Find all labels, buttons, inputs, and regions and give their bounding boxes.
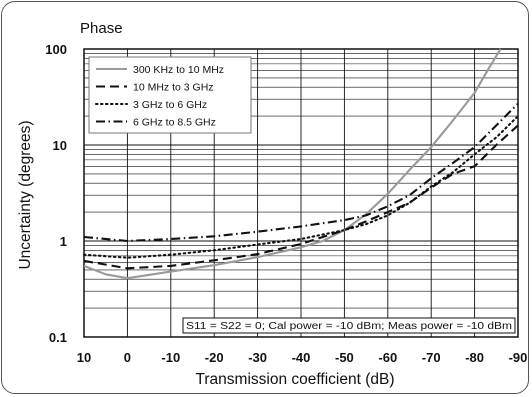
y-tick-label: 100 xyxy=(45,42,67,57)
series-line xyxy=(83,102,519,243)
y-tick-label: 0.1 xyxy=(49,330,67,345)
x-tick-label: -60 xyxy=(378,350,397,365)
y-axis-title: Uncertainty (degrees) xyxy=(17,120,34,269)
legend-label: 10 MHz to 3 GHz xyxy=(133,82,214,94)
x-tick-label: 10 xyxy=(77,350,91,365)
y-tick-label: 10 xyxy=(53,138,67,153)
x-tick-label: 0 xyxy=(124,350,131,365)
legend-label: 3 GHz to 6 GHz xyxy=(133,99,207,111)
x-tick-label: -20 xyxy=(205,350,224,365)
series-line xyxy=(82,115,520,259)
plot-area-border xyxy=(83,48,519,338)
annotation: S11 = S22 = 0; Cal power = -10 dBm; Meas… xyxy=(182,317,516,334)
legend: 300 KHz to 10 MHz 10 MHz to 3 GHz 3 GHz to… xyxy=(88,56,252,134)
series-lines xyxy=(82,48,520,280)
annotation-box xyxy=(182,317,516,334)
series-line xyxy=(83,124,519,270)
x-tick-label: -40 xyxy=(292,350,311,365)
x-tick-label: -80 xyxy=(465,350,484,365)
x-tick-label: -50 xyxy=(335,350,354,365)
y-tick-label: 1 xyxy=(60,234,67,249)
x-tick-label: -30 xyxy=(248,350,267,365)
annotation-text: S11 = S22 = 0; Cal power = -10 dBm; Meas… xyxy=(186,321,512,332)
x-axis-title: Transmission coefficient (dB) xyxy=(196,371,395,388)
legend-label: 6 GHz to 8.5 GHz xyxy=(133,117,216,129)
legend-label: 300 KHz to 10 MHz xyxy=(133,64,224,76)
chart-title: Phase xyxy=(80,20,123,37)
x-tick-label: -70 xyxy=(422,350,441,365)
x-tick-label: -10 xyxy=(161,350,180,365)
x-tick-label: -90 xyxy=(509,350,528,365)
